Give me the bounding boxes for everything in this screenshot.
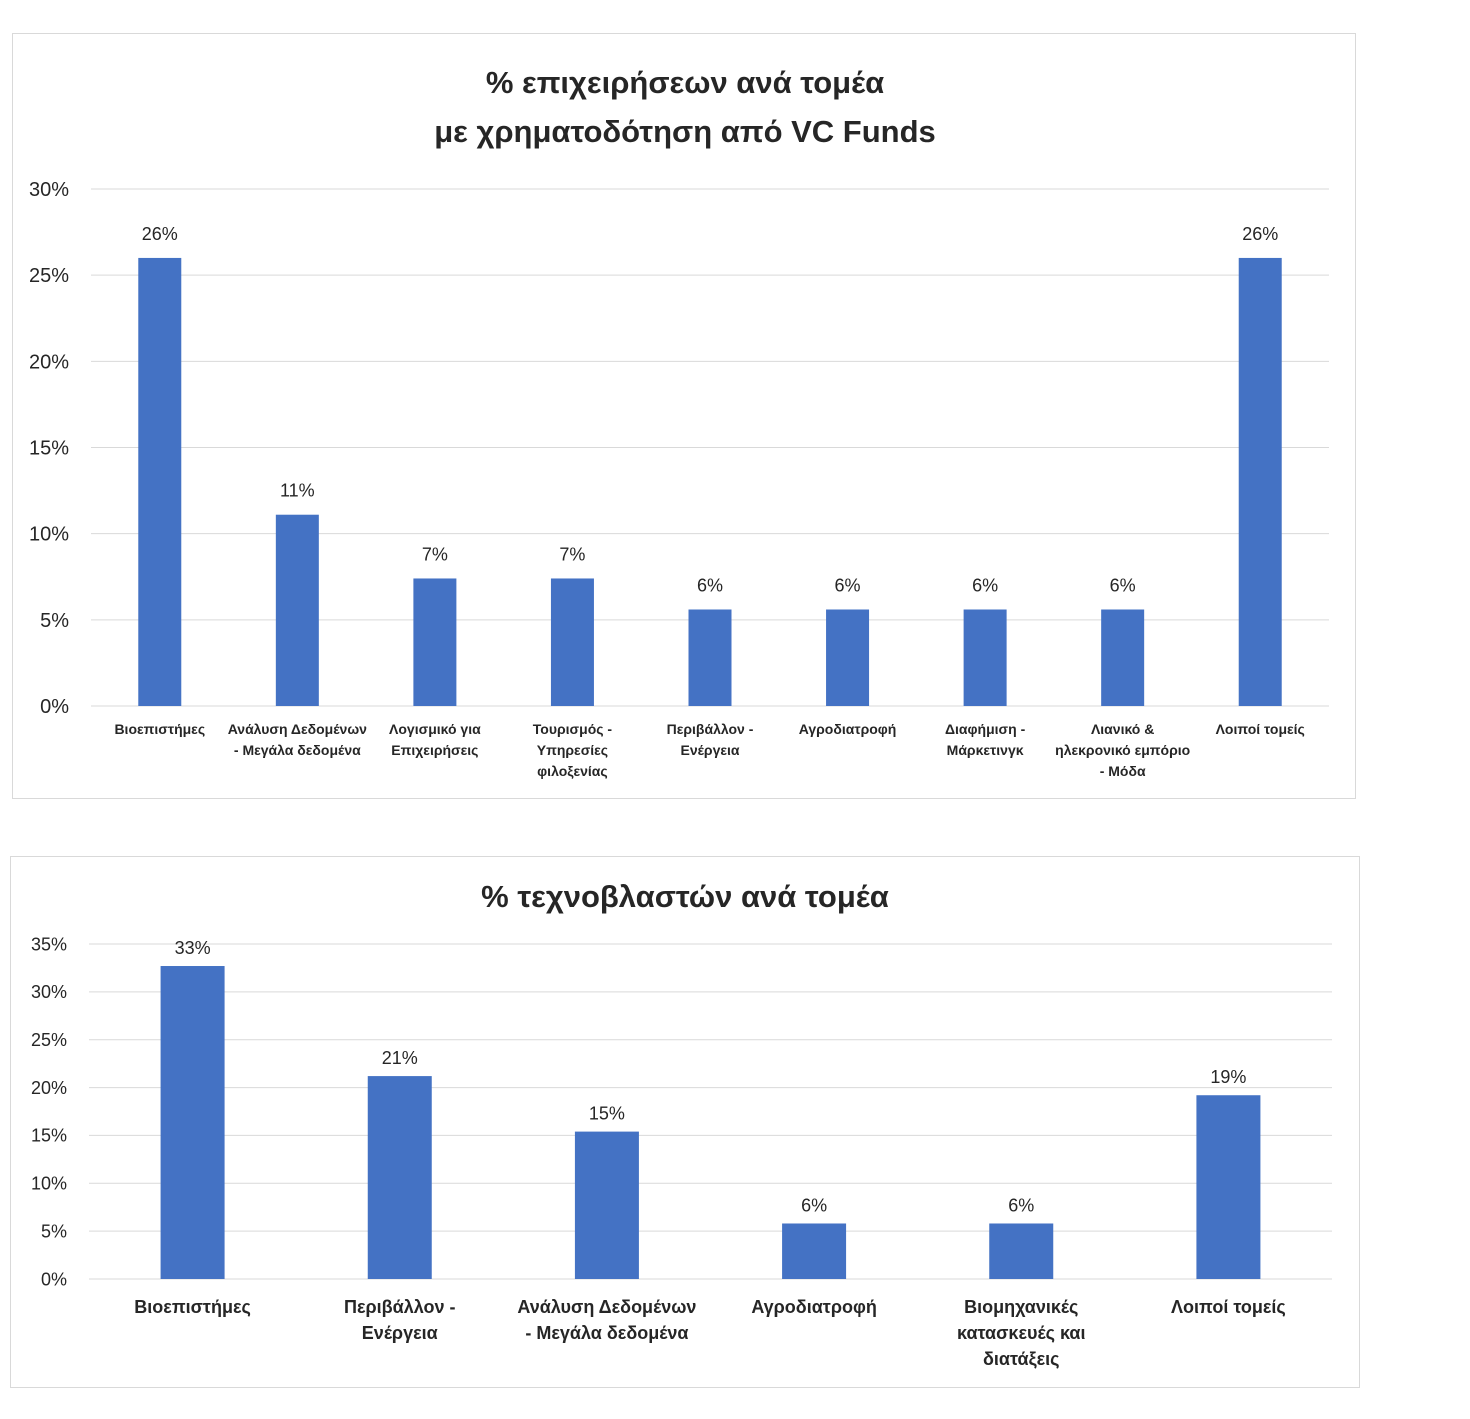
x-category-label: Αγροδιατροφή xyxy=(751,1297,877,1317)
y-tick-label: 20% xyxy=(29,351,69,373)
bar xyxy=(688,609,732,706)
x-category-label: - Μεγάλα δεδομένα xyxy=(525,1323,688,1343)
y-tick-label: 25% xyxy=(29,265,69,287)
y-tick-label: 10% xyxy=(31,1174,67,1194)
y-tick-label: 30% xyxy=(31,982,67,1002)
x-category-label: Περιβάλλον - xyxy=(344,1297,456,1317)
data-label: 6% xyxy=(1110,575,1136,595)
x-category-label: Βιοεπιστήμες xyxy=(134,1297,251,1317)
y-tick-label: 5% xyxy=(40,610,69,632)
bar xyxy=(782,1223,847,1279)
data-label: 6% xyxy=(835,575,861,595)
x-category-label: Ανάλυση Δεδομένων xyxy=(517,1297,696,1317)
y-tick-label: 10% xyxy=(29,524,69,546)
x-category-label: Ανάλυση Δεδομένων xyxy=(228,721,367,737)
x-category-label: - Μόδα xyxy=(1100,763,1146,779)
bar xyxy=(367,1076,432,1279)
data-label: 7% xyxy=(559,544,585,564)
y-tick-label: 15% xyxy=(31,1126,67,1146)
x-category-label: Ενέργεια xyxy=(680,742,739,758)
chart-title-line: % τεχνοβλαστών ανά τομέα xyxy=(481,879,889,914)
data-label: 6% xyxy=(697,575,723,595)
x-category-label: φιλοξενίας xyxy=(537,763,608,779)
bar xyxy=(550,578,594,706)
data-label: 26% xyxy=(142,224,178,244)
data-label: 11% xyxy=(280,481,315,501)
x-category-label: Τουρισμός - xyxy=(533,721,613,737)
bar xyxy=(1238,257,1282,706)
x-category-label: Αγροδιατροφή xyxy=(799,721,897,737)
data-label: 26% xyxy=(1242,224,1278,244)
bar xyxy=(413,578,457,706)
chart-svg-vc-funds: % επιχειρήσεων ανά τομέα με χρηματοδότηση… xyxy=(29,65,1329,779)
x-category-label: - Μεγάλα δεδομένα xyxy=(234,742,361,758)
x-category-label: Βιομηχανικές xyxy=(964,1297,1078,1317)
data-label: 6% xyxy=(972,575,998,595)
bar xyxy=(963,609,1007,706)
y-tick-label: 25% xyxy=(31,1030,67,1050)
y-tick-label: 20% xyxy=(31,1078,67,1098)
chart-title-line: % επιχειρήσεων ανά τομέα xyxy=(486,65,884,100)
y-tick-label: 5% xyxy=(41,1221,67,1241)
x-category-label: κατασκευές και xyxy=(957,1323,1085,1343)
x-category-label: Ενέργεια xyxy=(362,1323,438,1343)
x-category-label: Λιανικό & xyxy=(1091,721,1154,737)
x-category-label: Υπηρεσίες xyxy=(537,742,608,758)
y-tick-label: 30% xyxy=(29,179,69,201)
x-category-label: Επιχειρήσεις xyxy=(391,742,478,758)
y-tick-label: 0% xyxy=(40,696,69,718)
x-category-label: Μάρκετινγκ xyxy=(947,742,1024,758)
x-category-label: διατάξεις xyxy=(983,1349,1060,1370)
x-category-label: Βιοεπιστήμες xyxy=(114,721,205,737)
bar xyxy=(574,1131,639,1279)
bar xyxy=(826,609,870,706)
x-category-label: Διαφήμιση - xyxy=(945,721,1026,737)
x-category-label: Λογισμικό για xyxy=(389,721,481,737)
x-category-label: Λοιποί τομείς xyxy=(1171,1297,1286,1317)
data-label: 6% xyxy=(1008,1195,1034,1215)
bar xyxy=(1101,609,1145,706)
bar xyxy=(275,514,319,706)
bar xyxy=(138,257,182,706)
data-label: 7% xyxy=(422,544,448,564)
x-category-label: Περιβάλλον - xyxy=(667,721,754,737)
chart-panel-spinoffs: % τεχνοβλαστών ανά τομέα 0% 5% 10% 15% 20% 25%… xyxy=(10,856,1360,1388)
y-tick-label: 0% xyxy=(41,1269,67,1289)
y-tick-label: 35% xyxy=(31,934,67,954)
chart-title-line: με χρηματοδότηση από VC Funds xyxy=(434,114,936,149)
bar xyxy=(1196,1095,1261,1279)
data-label: 6% xyxy=(801,1195,827,1215)
x-category-label: Λοιποί τομείς xyxy=(1216,721,1305,737)
data-label: 33% xyxy=(175,938,211,958)
data-label: 15% xyxy=(589,1104,625,1124)
bar xyxy=(989,1223,1054,1279)
y-tick-label: 15% xyxy=(29,438,69,460)
bar xyxy=(160,966,225,1279)
data-label: 21% xyxy=(382,1048,418,1068)
chart-svg-spinoffs: % τεχνοβλαστών ανά τομέα 0% 5% 10% 15% 20% 25%… xyxy=(31,879,1332,1370)
chart-panel-vc-funds: % επιχειρήσεων ανά τομέα με χρηματοδότηση… xyxy=(12,33,1356,799)
x-category-label: ηλεκρονικό εμπόριο xyxy=(1055,742,1190,758)
data-label: 19% xyxy=(1210,1067,1246,1087)
